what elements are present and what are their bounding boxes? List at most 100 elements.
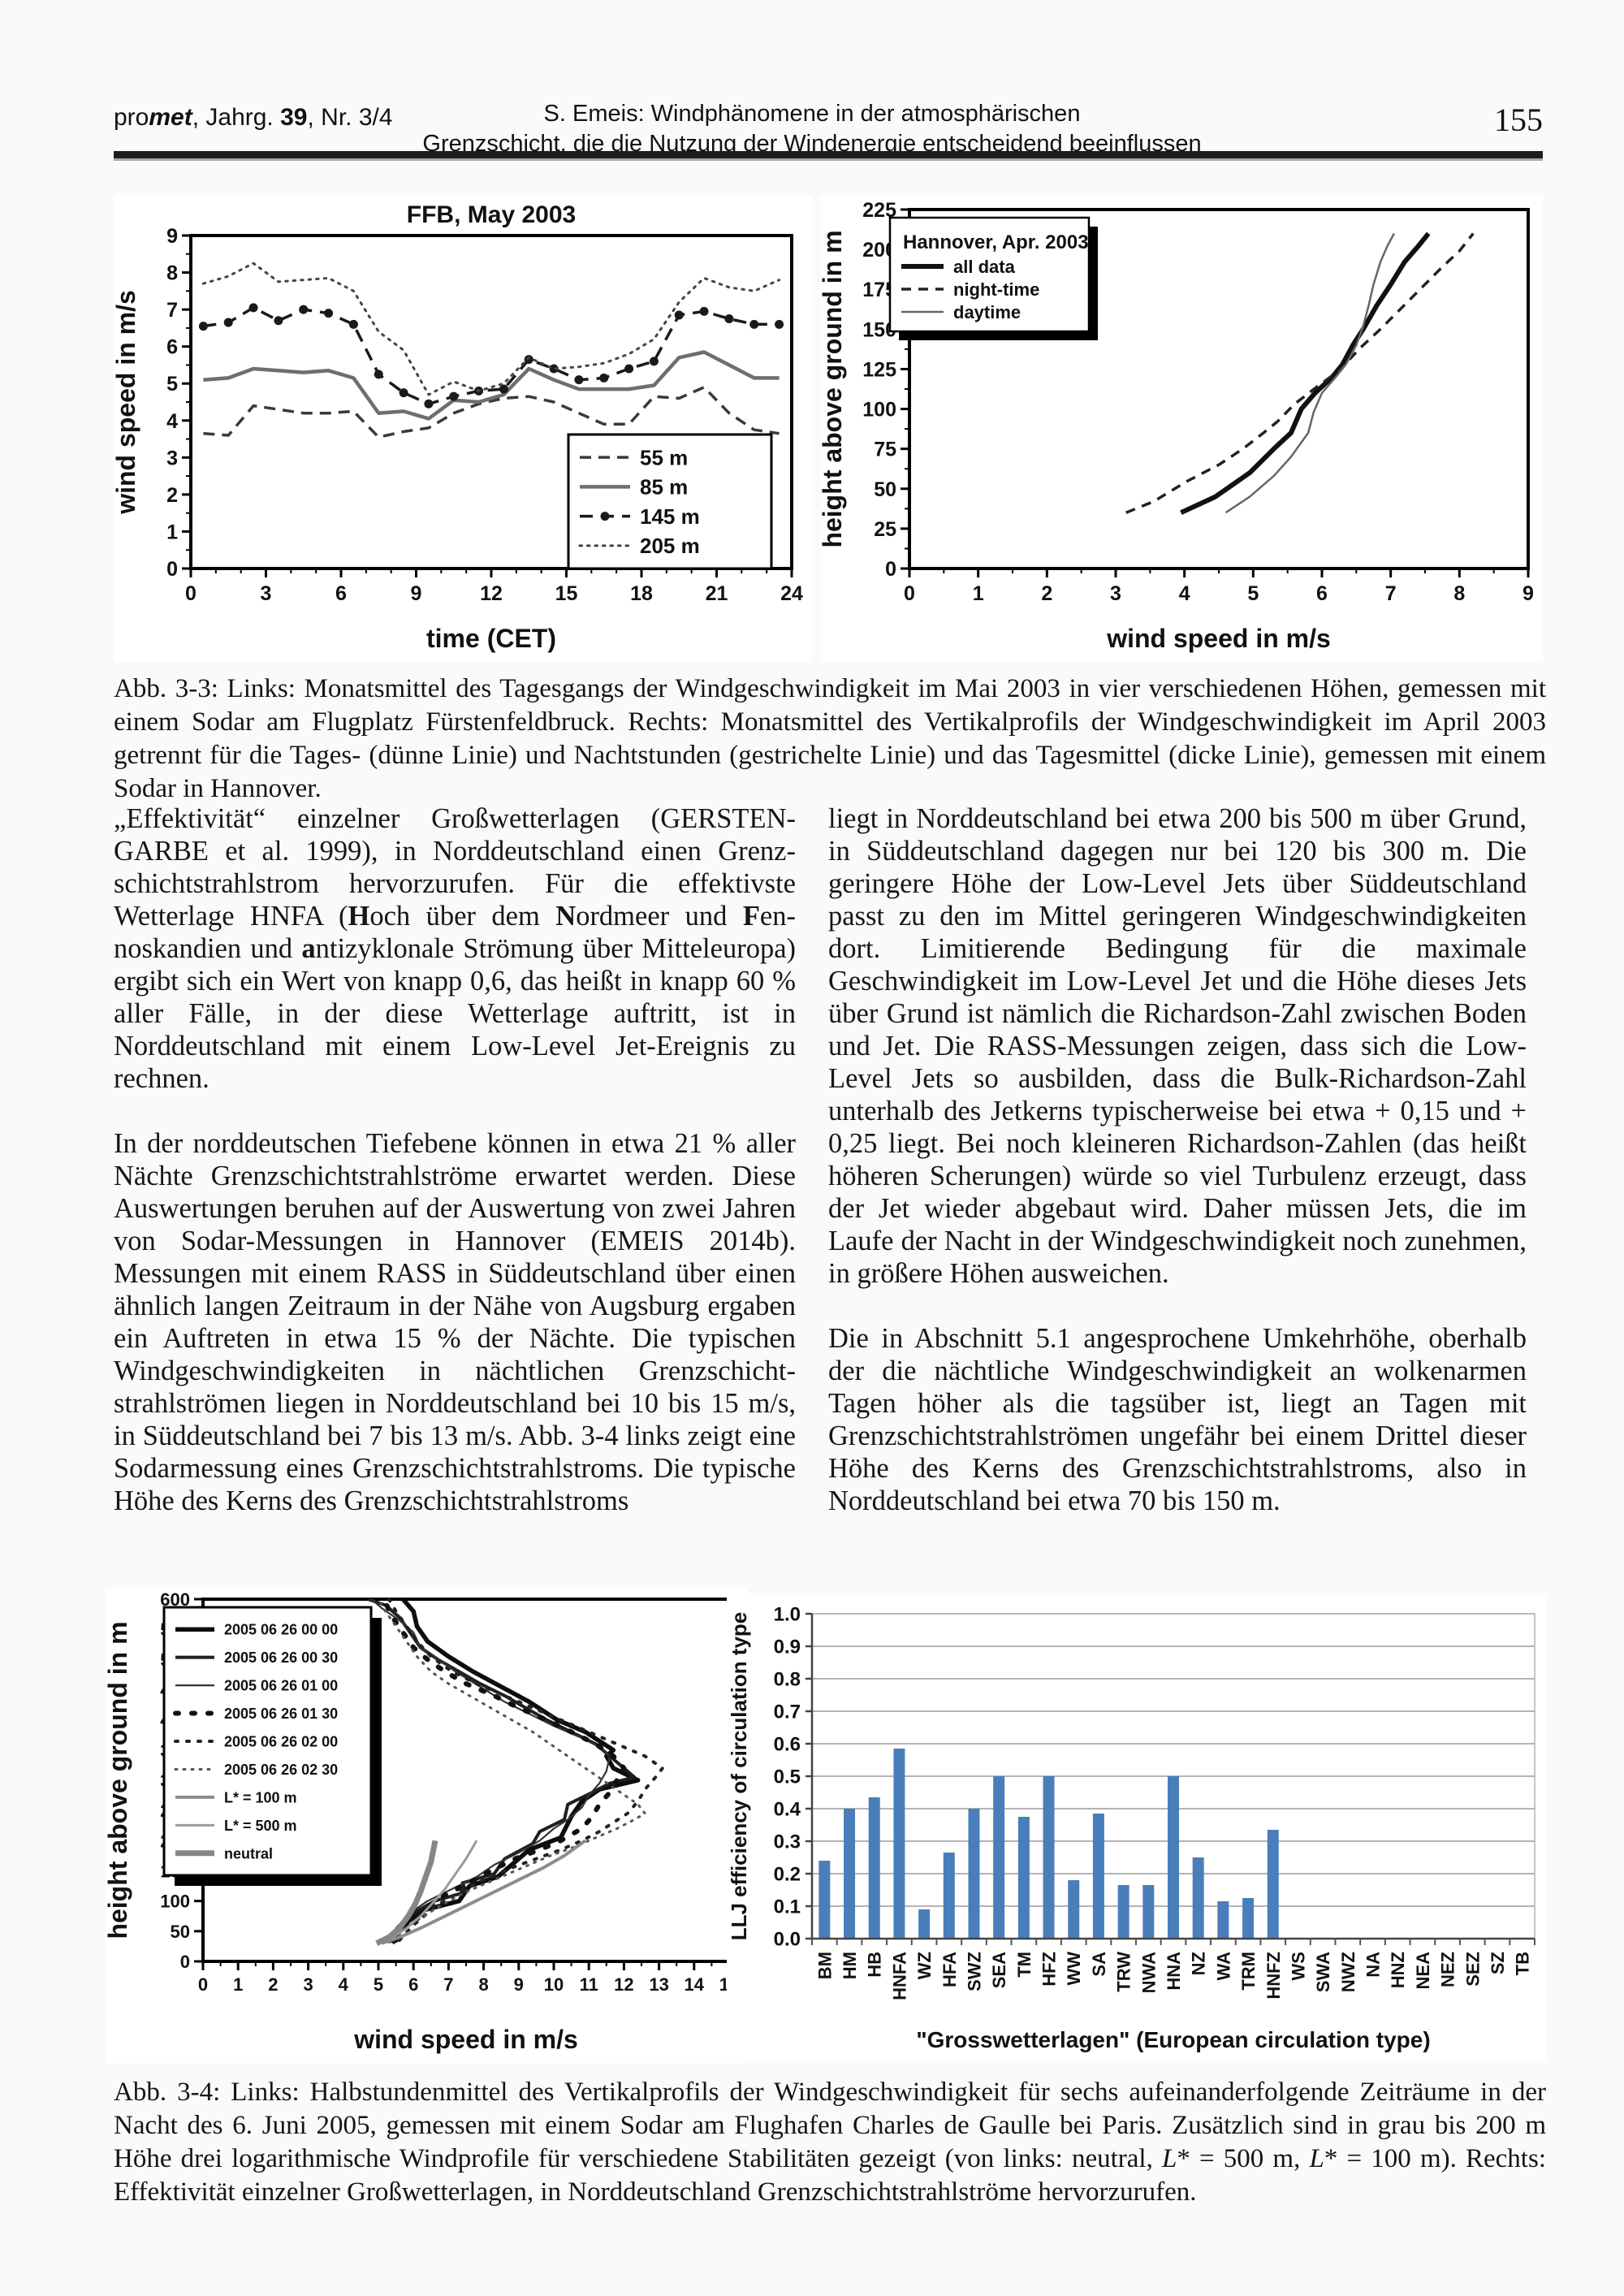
svg-text:HNFA: HNFA <box>889 1952 909 2000</box>
svg-text:2005 06 26 01 30: 2005 06 26 01 30 <box>224 1706 338 1722</box>
svg-text:18: 18 <box>630 582 653 605</box>
svg-text:6: 6 <box>166 336 178 359</box>
svg-text:0.9: 0.9 <box>774 1637 801 1658</box>
svg-text:0.3: 0.3 <box>774 1831 801 1853</box>
paragraph: In der norddeutschen Tiefebene können in… <box>114 1128 796 1516</box>
svg-text:25: 25 <box>874 518 896 541</box>
svg-text:5: 5 <box>1247 582 1259 605</box>
svg-text:wind speed in m/s: wind speed in m/s <box>353 2025 578 2054</box>
caption-abb-3-3: Abb. 3-3: Links: Monatsmittel des Tagesg… <box>114 674 1546 803</box>
svg-text:2005 06 26 01 00: 2005 06 26 01 00 <box>224 1678 338 1694</box>
svg-text:6: 6 <box>408 1974 418 1995</box>
svg-text:HB: HB <box>865 1952 885 1978</box>
svg-text:125: 125 <box>862 358 896 381</box>
svg-text:2: 2 <box>268 1974 278 1995</box>
caption-abb-3-4: Abb. 3-4: Links: Halbstundenmittel des V… <box>114 2078 1546 2207</box>
svg-text:height above ground in m: height above ground in m <box>820 230 847 547</box>
svg-text:SEZ: SEZ <box>1462 1952 1483 1987</box>
svg-text:24: 24 <box>780 582 803 605</box>
svg-text:height above ground in m: height above ground in m <box>106 1621 132 1939</box>
svg-text:0.0: 0.0 <box>774 1929 801 1951</box>
svg-text:75: 75 <box>874 439 896 461</box>
svg-text:WA: WA <box>1213 1952 1233 1981</box>
svg-text:0.6: 0.6 <box>774 1734 801 1756</box>
svg-text:NEA: NEA <box>1413 1952 1433 1990</box>
column-right: liegt in Norddeutschland bei etwa 200 bi… <box>828 802 1527 1550</box>
svg-text:Hannover, Apr. 2003: Hannover, Apr. 2003 <box>903 231 1089 253</box>
svg-text:HNZ: HNZ <box>1388 1952 1408 1988</box>
svg-text:SWZ: SWZ <box>964 1952 984 1991</box>
journal-name: promet, Jahrg. 39, Nr. 3/4 <box>114 104 393 131</box>
svg-text:SA: SA <box>1089 1952 1109 1977</box>
svg-text:BM: BM <box>814 1952 835 1979</box>
chart-gwl-efficiency-bars: 0.00.10.20.30.40.50.60.70.80.91.0BM HM HB H… <box>727 1593 1547 2060</box>
svg-text:NZ: NZ <box>1189 1952 1209 1975</box>
svg-text:L* = 500 m: L* = 500 m <box>224 1818 297 1834</box>
svg-text:15: 15 <box>555 582 578 605</box>
svg-text:NWZ: NWZ <box>1338 1952 1358 1992</box>
svg-text:2005 06 26 00 30: 2005 06 26 00 30 <box>224 1650 338 1666</box>
header-rule <box>114 151 1543 158</box>
svg-text:LLJ efficiency of circulation: LLJ efficiency of circulation type <box>727 1612 751 1941</box>
chart-hannover-apr-2003: 0 1 2 3 4 5 6 7 8 90255075100125150175200225wind … <box>818 195 1543 662</box>
svg-text:SWA: SWA <box>1313 1952 1333 1992</box>
svg-text:neutral: neutral <box>224 1845 273 1861</box>
svg-text:HM: HM <box>840 1952 860 1979</box>
svg-text:TB: TB <box>1513 1952 1533 1975</box>
figure-3-4-left: 0123456789101112131415050100150200250300… <box>103 1588 747 2067</box>
svg-text:2005 06 26 02 00: 2005 06 26 02 00 <box>224 1733 338 1749</box>
svg-text:NEZ: NEZ <box>1438 1952 1458 1987</box>
svg-text:TM: TM <box>1014 1952 1034 1978</box>
svg-text:TRW: TRW <box>1114 1952 1134 1992</box>
svg-text:8: 8 <box>1453 582 1465 605</box>
paragraph: „Effektivität“ einzelner Großwetterlagen… <box>114 803 796 1094</box>
svg-text:0: 0 <box>166 558 178 581</box>
page-number: 155 <box>1494 102 1543 138</box>
svg-text:HNFZ: HNFZ <box>1263 1952 1284 2000</box>
svg-text:13: 13 <box>649 1974 668 1995</box>
svg-text:0.1: 0.1 <box>774 1896 801 1918</box>
svg-text:night-time: night-time <box>953 279 1039 300</box>
svg-text:time (CET): time (CET) <box>426 624 556 653</box>
column-left: „Effektivität“ einzelner Großwetterlagen… <box>114 802 796 1550</box>
svg-text:2: 2 <box>1041 582 1052 605</box>
svg-text:0: 0 <box>180 1952 190 1972</box>
svg-text:wind speed in m/s: wind speed in m/s <box>114 290 140 515</box>
svg-text:1: 1 <box>973 582 984 605</box>
svg-text:WW: WW <box>1064 1952 1084 1986</box>
figure-3-3-left: 0 3 6 9 12 15 18 21 24 0 1 2 3 4 5 6 7 8 9 FFB, May 2003 tim… <box>111 195 812 666</box>
svg-text:0: 0 <box>198 1974 208 1995</box>
svg-text:4: 4 <box>1179 582 1190 605</box>
svg-text:0.2: 0.2 <box>774 1864 801 1886</box>
svg-text:5: 5 <box>166 373 178 396</box>
svg-text:HNA: HNA <box>1164 1952 1184 1991</box>
svg-text:21: 21 <box>706 582 728 605</box>
svg-text:WS: WS <box>1288 1952 1308 1980</box>
svg-text:3: 3 <box>303 1974 313 1995</box>
svg-text:2: 2 <box>166 484 178 507</box>
svg-text:145 m: 145 m <box>640 504 700 529</box>
paragraph: liegt in Norddeutschland bei etwa 200 bi… <box>828 803 1527 1289</box>
svg-text:TRM: TRM <box>1238 1952 1259 1991</box>
running-title-line1: S. Emeis: Windphänomene in der atmosphär… <box>543 101 1081 127</box>
svg-text:4: 4 <box>339 1974 349 1995</box>
svg-text:0: 0 <box>904 582 915 605</box>
svg-text:0.5: 0.5 <box>774 1766 801 1788</box>
svg-text:0.7: 0.7 <box>774 1701 801 1723</box>
svg-text:100: 100 <box>862 399 896 422</box>
running-title: S. Emeis: Windphänomene in der atmosphär… <box>406 99 1218 159</box>
svg-text:9: 9 <box>411 582 422 605</box>
svg-text:0: 0 <box>185 582 197 605</box>
svg-text:1: 1 <box>233 1974 243 1995</box>
svg-text:NWA: NWA <box>1138 1952 1159 1993</box>
svg-text:7: 7 <box>443 1974 453 1995</box>
svg-text:FFB, May 2003: FFB, May 2003 <box>407 201 576 228</box>
svg-text:1: 1 <box>166 521 178 543</box>
svg-text:6: 6 <box>1316 582 1328 605</box>
svg-text:SZ: SZ <box>1488 1952 1508 1974</box>
svg-text:3: 3 <box>261 582 272 605</box>
svg-text:2005 06 26 02 30: 2005 06 26 02 30 <box>224 1762 338 1778</box>
svg-text:0.8: 0.8 <box>774 1669 801 1691</box>
